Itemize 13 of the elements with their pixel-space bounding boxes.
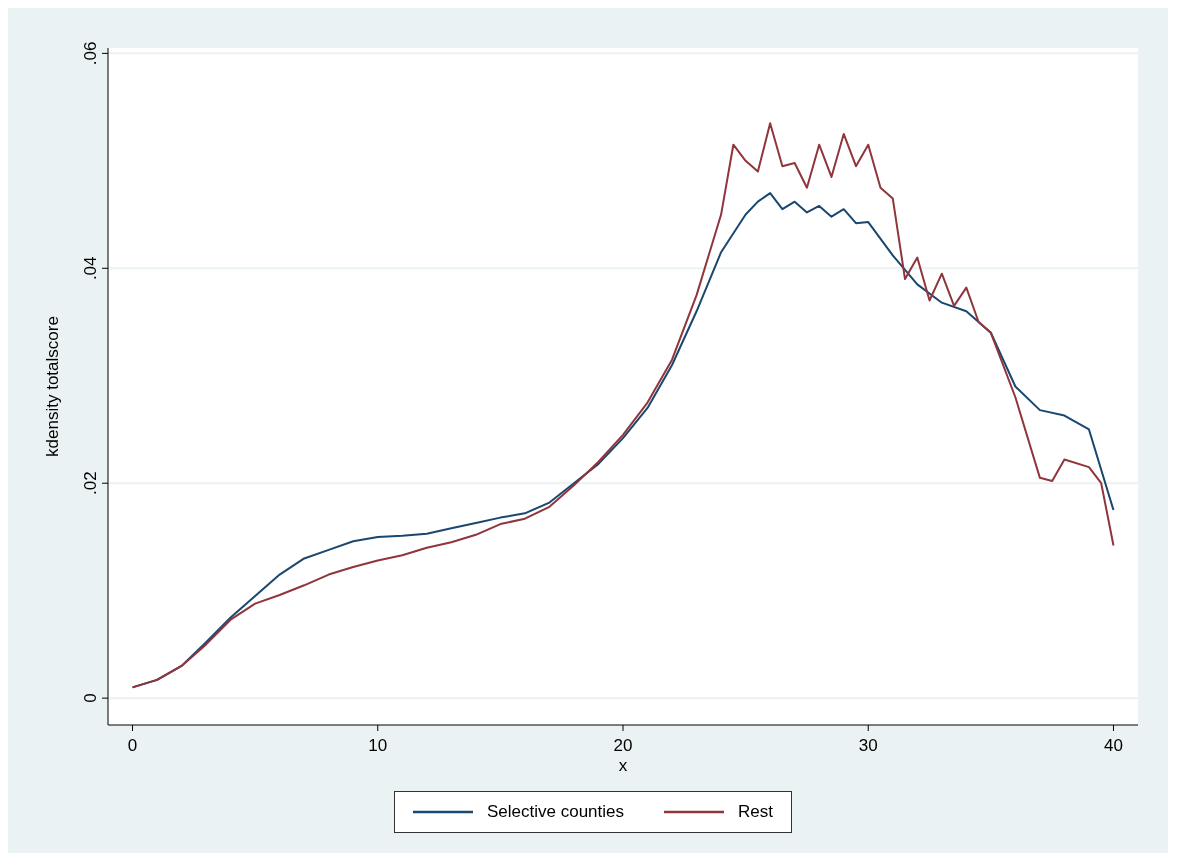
legend-label: Selective counties: [487, 802, 625, 822]
y-tick-label: 0: [81, 693, 100, 703]
x-tick-label: 30: [858, 736, 878, 755]
x-tick-label: 20: [613, 736, 633, 755]
x-tick-label: 10: [368, 736, 388, 755]
y-tick-label: .04: [81, 256, 100, 281]
legend-label: Rest: [738, 802, 773, 822]
x-axis-title: x: [618, 756, 628, 775]
y-tick-label: .02: [81, 471, 100, 496]
x-tick-label: 0: [127, 736, 138, 755]
y-tick-label: .06: [81, 41, 100, 66]
y-axis-title: kdensity totalscore: [43, 316, 63, 457]
x-tick-label: 40: [1104, 736, 1123, 755]
